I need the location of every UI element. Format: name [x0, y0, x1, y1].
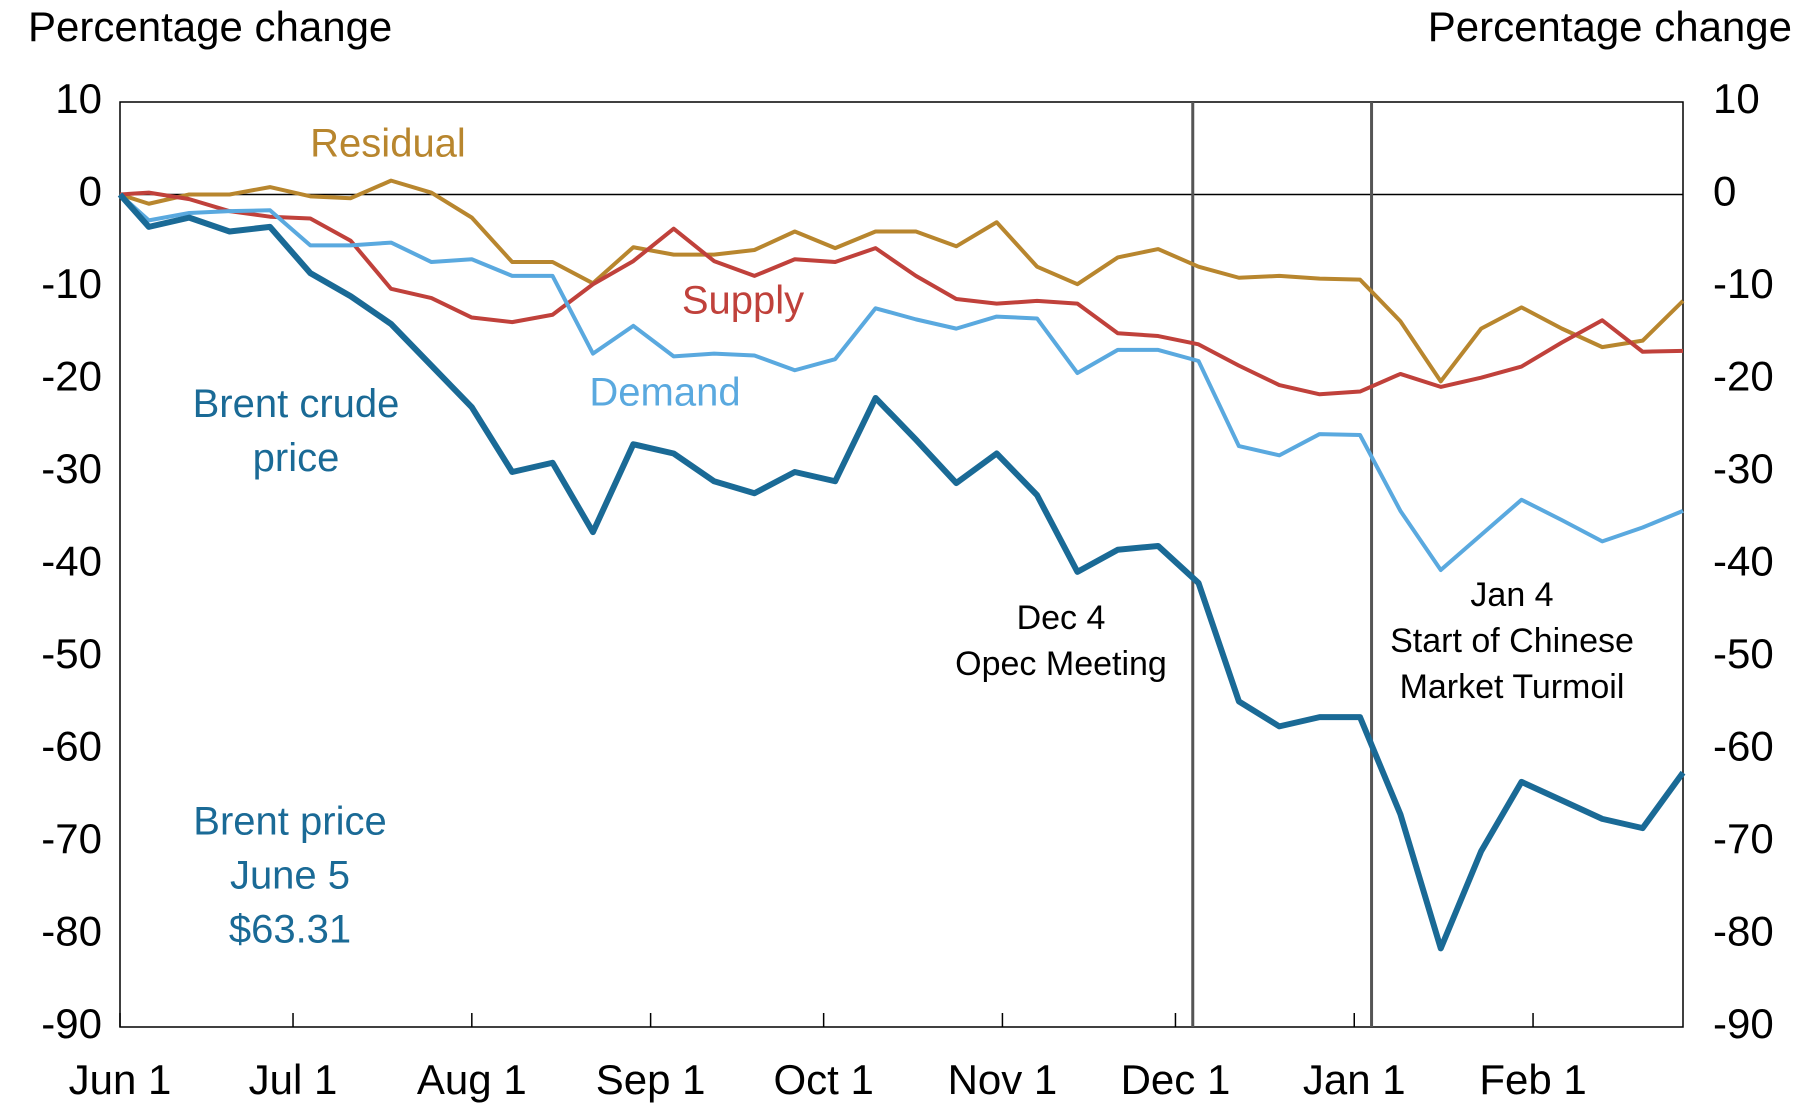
plot-frame	[119, 101, 1684, 1028]
y-tick-label: -50	[41, 630, 102, 677]
event-annotation: Jan 4	[1470, 576, 1553, 614]
y-tick-label: -40	[41, 538, 102, 585]
event-annotation: Dec 4	[1017, 599, 1106, 637]
y-tick-label: -20	[41, 353, 102, 400]
y2-tick-label: -90	[1713, 1000, 1774, 1047]
x-tick-label: Sep 1	[596, 1056, 706, 1103]
y-tick-label: -80	[41, 908, 102, 955]
series-line	[119, 190, 1684, 397]
y-tick-label: -90	[41, 1000, 102, 1047]
x-tick-label: Jul 1	[249, 1056, 338, 1103]
x-tick-label: Oct 1	[773, 1056, 873, 1103]
series-label: Brent crude price	[192, 382, 400, 480]
series-label: Residual	[310, 122, 466, 166]
x-tick-label: Aug 1	[417, 1056, 527, 1103]
y2-axis-label: Percentage change	[1428, 3, 1792, 50]
event-annotation: Market Turmoil	[1400, 668, 1625, 706]
y-axis-label: Percentage change	[28, 3, 392, 50]
x-tick-label: Jan 1	[1303, 1056, 1406, 1103]
y-tick-label: -10	[41, 260, 102, 307]
series-label: Demand	[589, 371, 740, 415]
x-tick-label: Feb 1	[1479, 1056, 1586, 1103]
y-tick-label: 0	[79, 168, 102, 215]
y-tick-label: -70	[41, 815, 102, 862]
series-label: Supply	[682, 279, 804, 323]
y2-tick-label: 10	[1713, 75, 1760, 122]
y2-tick-label: 0	[1713, 168, 1736, 215]
y2-tick-label: -80	[1713, 908, 1774, 955]
y2-tick-label: -20	[1713, 353, 1774, 400]
y2-tick-label: -30	[1713, 445, 1774, 492]
event-annotation: Opec Meeting	[955, 645, 1167, 683]
y2-tick-label: -50	[1713, 630, 1774, 677]
x-tick-label: Jun 1	[69, 1056, 172, 1103]
note: $63.31	[229, 908, 351, 952]
event-annotation: Start of Chinese	[1390, 622, 1634, 660]
y-tick-label: -60	[41, 723, 102, 770]
y-tick-label: 10	[55, 75, 102, 122]
y2-tick-label: -70	[1713, 815, 1774, 862]
y2-tick-label: -60	[1713, 723, 1774, 770]
note: June 5	[230, 854, 350, 898]
y-tick-label: -30	[41, 445, 102, 492]
series-line	[117, 192, 1686, 952]
y2-tick-label: -40	[1713, 538, 1774, 585]
series-line	[119, 178, 1685, 384]
x-tick-label: Nov 1	[948, 1056, 1058, 1103]
y2-tick-label: -10	[1713, 260, 1774, 307]
x-tick-label: Dec 1	[1121, 1056, 1231, 1103]
note: Brent price	[193, 800, 386, 844]
series-line	[118, 193, 1684, 573]
